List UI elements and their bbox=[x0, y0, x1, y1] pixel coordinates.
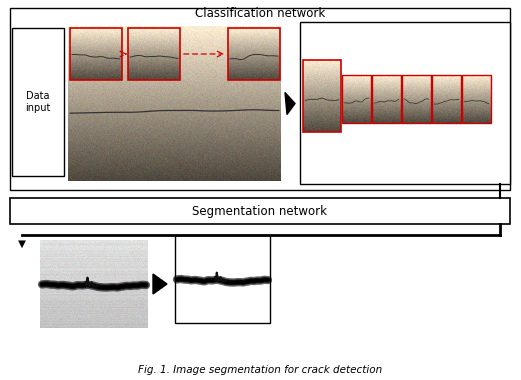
Bar bbox=[70, 28, 122, 80]
Bar bbox=[462, 75, 491, 123]
Text: Data
input: Data input bbox=[26, 91, 51, 113]
Bar bbox=[432, 75, 461, 123]
Polygon shape bbox=[153, 274, 167, 294]
Text: Classification network: Classification network bbox=[195, 7, 325, 20]
Bar bbox=[303, 60, 341, 132]
Bar bbox=[12, 28, 64, 176]
Bar bbox=[175, 235, 270, 323]
Bar bbox=[10, 198, 510, 224]
Polygon shape bbox=[285, 92, 295, 114]
Bar bbox=[228, 28, 280, 80]
Bar bbox=[300, 22, 510, 184]
Bar bbox=[10, 8, 510, 190]
Text: Fig. 1. Image segmentation for crack detection: Fig. 1. Image segmentation for crack det… bbox=[139, 365, 382, 375]
Bar bbox=[342, 75, 371, 123]
Bar bbox=[372, 75, 401, 123]
Text: Segmentation network: Segmentation network bbox=[192, 204, 328, 217]
Bar bbox=[402, 75, 431, 123]
Bar bbox=[128, 28, 180, 80]
